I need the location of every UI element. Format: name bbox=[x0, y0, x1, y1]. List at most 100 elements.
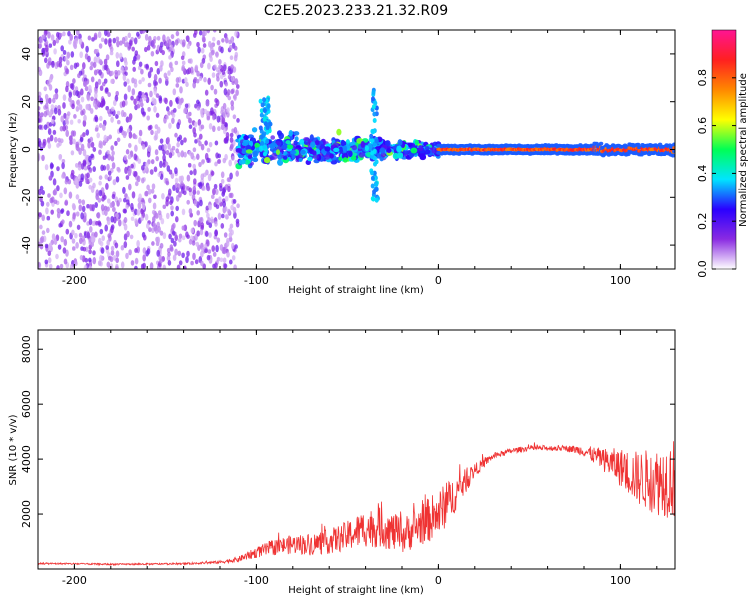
heatmap-point bbox=[227, 208, 231, 215]
heatmap-point bbox=[68, 191, 73, 199]
heatmap-point bbox=[223, 64, 227, 72]
heatmap-point bbox=[235, 170, 239, 177]
heatmap-point bbox=[229, 136, 234, 143]
heatmap-point bbox=[180, 181, 184, 187]
heatmap-point bbox=[180, 150, 185, 158]
heatmap-point bbox=[110, 250, 115, 256]
heatmap-point bbox=[128, 249, 132, 256]
heatmap-point bbox=[86, 164, 91, 170]
heatmap-point bbox=[211, 245, 215, 252]
heatmap-point bbox=[219, 80, 224, 88]
heatmap-point bbox=[166, 212, 170, 220]
heatmap-point bbox=[69, 119, 74, 125]
heatmap-point bbox=[265, 139, 270, 144]
heatmap-point bbox=[371, 96, 375, 102]
heatmap-point bbox=[40, 235, 45, 244]
heatmap-point bbox=[77, 118, 81, 124]
heatmap-point bbox=[245, 149, 253, 154]
spectrogram-x-ticks: -200 -100 0 100 bbox=[37, 30, 658, 287]
heatmap-point bbox=[57, 108, 62, 116]
heatmap-point bbox=[283, 151, 288, 156]
colorbar-tick-label: 0.0 bbox=[696, 260, 709, 278]
heatmap-point bbox=[230, 76, 235, 82]
heatmap-point bbox=[217, 212, 222, 220]
heatmap-point bbox=[156, 249, 160, 257]
heatmap-point bbox=[78, 198, 82, 204]
heatmap-point bbox=[233, 126, 238, 134]
heatmap-point bbox=[118, 197, 122, 203]
heatmap-point bbox=[117, 167, 121, 173]
heatmap-point bbox=[116, 137, 121, 143]
heatmap-point bbox=[193, 121, 198, 128]
heatmap-point bbox=[188, 187, 192, 193]
heatmap-point bbox=[262, 108, 267, 114]
heatmap-point bbox=[231, 155, 235, 161]
y-tick-label: 0 bbox=[20, 146, 33, 153]
heatmap-point bbox=[166, 165, 171, 172]
heatmap-point bbox=[112, 179, 117, 186]
heatmap-point bbox=[180, 139, 184, 146]
heatmap-point bbox=[185, 35, 190, 41]
heatmap-point bbox=[200, 143, 205, 151]
heatmap-point bbox=[104, 209, 108, 216]
heatmap-point bbox=[85, 129, 90, 136]
y-tick-label: -20 bbox=[20, 188, 33, 206]
heatmap-point bbox=[161, 192, 165, 200]
heatmap-point bbox=[110, 70, 114, 76]
heatmap-point bbox=[262, 151, 268, 157]
heatmap-point bbox=[170, 34, 175, 40]
heatmap-point bbox=[198, 181, 203, 189]
heatmap-point bbox=[194, 259, 199, 265]
heatmap-point bbox=[136, 175, 141, 183]
heatmap-point bbox=[369, 133, 374, 139]
heatmap-point bbox=[243, 135, 249, 141]
heatmap-point bbox=[204, 89, 209, 96]
heatmap-point bbox=[43, 86, 48, 92]
heatmap-point bbox=[206, 30, 211, 34]
heatmap-point bbox=[86, 172, 90, 179]
heatmap-point bbox=[187, 67, 192, 75]
heatmap-point bbox=[196, 70, 200, 77]
heatmap-point bbox=[196, 190, 200, 196]
heatmap-point bbox=[213, 88, 218, 95]
heatmap-point bbox=[192, 81, 196, 89]
heatmap-point bbox=[82, 62, 86, 70]
heatmap-point bbox=[218, 59, 222, 65]
heatmap-point bbox=[103, 58, 108, 66]
heatmap-point bbox=[185, 256, 189, 264]
heatmap-point bbox=[259, 112, 264, 118]
heatmap-point bbox=[236, 203, 240, 209]
heatmap-point bbox=[130, 163, 134, 169]
heatmap-point bbox=[181, 208, 186, 216]
heatmap-point bbox=[178, 175, 183, 183]
heatmap-point bbox=[114, 140, 118, 146]
heatmap-point bbox=[140, 68, 144, 75]
heatmap-point bbox=[52, 39, 57, 47]
heatmap-point bbox=[95, 189, 100, 197]
heatmap-point bbox=[86, 93, 90, 101]
heatmap-point bbox=[78, 104, 83, 111]
heatmap-point bbox=[219, 185, 223, 192]
heatmap-point bbox=[229, 55, 234, 61]
heatmap-point bbox=[73, 114, 77, 119]
colorbar-tick-label: 0.6 bbox=[696, 117, 709, 135]
heatmap-point bbox=[71, 202, 76, 210]
heatmap-point bbox=[208, 204, 212, 210]
heatmap-point bbox=[100, 37, 105, 43]
heatmap-point bbox=[220, 223, 225, 229]
heatmap-point bbox=[112, 37, 117, 44]
heatmap-point bbox=[38, 42, 43, 49]
heatmap-point bbox=[207, 62, 211, 70]
heatmap-point bbox=[186, 43, 191, 50]
heatmap-point bbox=[184, 103, 189, 109]
y-tick-label: 2000 bbox=[20, 500, 33, 528]
colorbar-tick-label: 0.4 bbox=[696, 165, 709, 183]
heatmap-point bbox=[48, 110, 52, 117]
heatmap-point bbox=[329, 153, 334, 159]
heatmap-point bbox=[51, 196, 55, 203]
heatmap-point bbox=[162, 149, 166, 156]
heatmap-point bbox=[175, 205, 179, 212]
heatmap-point bbox=[105, 182, 109, 190]
heatmap-point bbox=[103, 134, 108, 142]
heatmap-point bbox=[372, 118, 377, 123]
